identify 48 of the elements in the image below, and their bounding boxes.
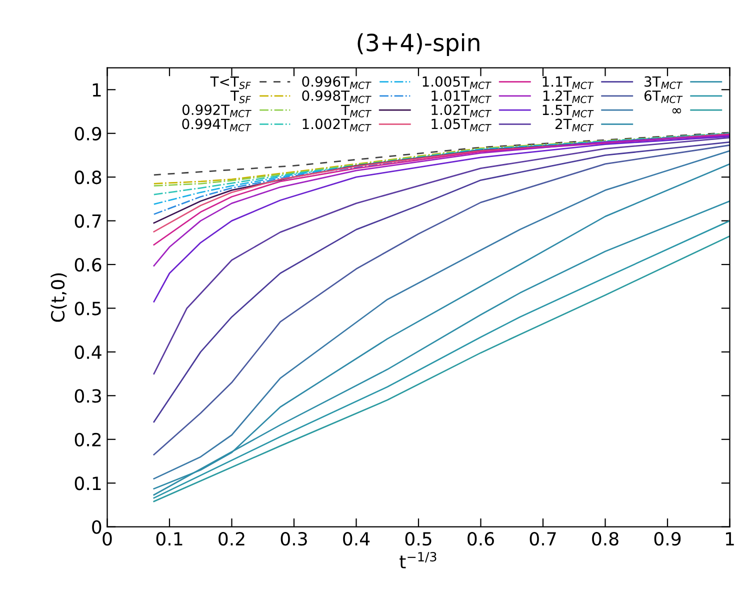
line-series <box>153 134 730 267</box>
x-tick-label: 0.7 <box>530 532 556 546</box>
x-axis-title: t$^{−1/3}$ <box>400 552 436 568</box>
line-series <box>153 137 730 374</box>
legend-label: T<T$_{SF}$ <box>210 76 251 90</box>
y-tick-label: 0.3 <box>74 389 101 403</box>
legend-label: 1.002T$_{MCT}$ <box>302 118 372 132</box>
y-tick-label: 0.9 <box>74 126 102 140</box>
y-tick-label: 0.6 <box>74 258 102 272</box>
legend-label: 1.005T$_{MCT}$ <box>422 76 492 89</box>
legend-label: 1.1T$_{MCT}$ <box>542 76 594 90</box>
chart-title: (3+4)-spin <box>358 33 480 56</box>
y-tick-label: 0.8 <box>74 170 102 184</box>
legend-label: 1.5T$_{MCT}$ <box>542 104 594 118</box>
y-tick-label: 1 <box>92 83 101 97</box>
legend-label: 0.998T$_{MCT}$ <box>302 90 372 104</box>
y-tick-label: 0.5 <box>74 302 101 316</box>
legend-label: 1.05T$_{MCT}$ <box>432 118 492 132</box>
legend-label: 1.01T$_{MCT}$ <box>432 90 492 104</box>
x-tick-label: 0.6 <box>468 532 494 546</box>
line-series <box>153 136 730 302</box>
y-tick-label: 0.1 <box>74 476 101 490</box>
y-tick-label: 0 <box>92 520 102 534</box>
legend-label: T$_{SF}$ <box>230 90 251 104</box>
legend-label: 3T$_{MCT}$ <box>644 76 683 89</box>
x-tick-label: 0.3 <box>280 532 307 546</box>
x-tick-label: 0 <box>102 532 112 546</box>
y-tick-label: 0.7 <box>74 214 101 228</box>
legend-label: 2T$_{MCT}$ <box>555 118 594 132</box>
legend-label: ∞ <box>672 108 682 114</box>
legend-label: 0.992T$_{MCT}$ <box>182 104 252 118</box>
x-tick-label: 0.9 <box>654 532 681 546</box>
x-tick-label: 0.5 <box>405 532 432 546</box>
line-series <box>153 132 730 176</box>
legend-label: 0.994T$_{MCT}$ <box>182 118 252 132</box>
x-tick-label: 0.4 <box>343 532 370 546</box>
y-tick-label: 0.4 <box>74 345 102 360</box>
y-tick-label: 0.2 <box>74 432 101 446</box>
legend-label: T$_{MCT}$ <box>341 104 372 118</box>
legend-label: 0.996T$_{MCT}$ <box>302 76 372 89</box>
x-tick-label: 0.8 <box>592 532 618 546</box>
x-tick-label: 0.1 <box>156 532 182 546</box>
legend-label: 6T$_{MCT}$ <box>644 90 683 104</box>
x-tick-label: 1 <box>726 532 734 546</box>
x-tick-label: 0.2 <box>218 532 244 546</box>
legend-label: 1.02T$_{MCT}$ <box>432 104 492 118</box>
legend-label: 1.2T$_{MCT}$ <box>544 90 594 104</box>
y-axis-title: C(t,0) <box>50 273 67 322</box>
